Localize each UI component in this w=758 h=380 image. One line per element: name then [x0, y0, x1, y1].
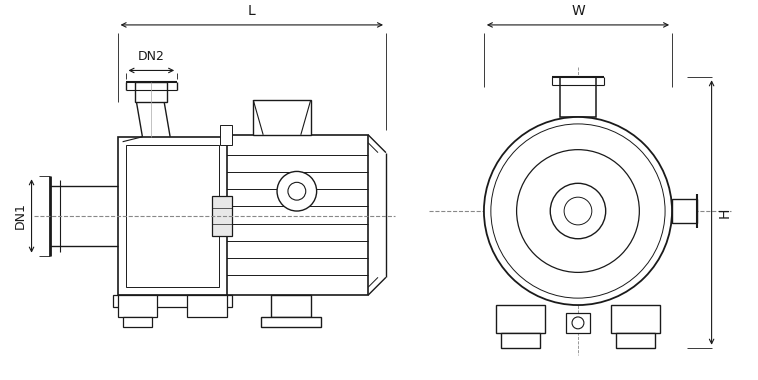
Bar [113, 295, 231, 307]
Bar [271, 295, 311, 317]
Circle shape [550, 183, 606, 239]
Polygon shape [504, 127, 543, 196]
Text: W: W [571, 4, 585, 18]
Bar [501, 333, 540, 348]
Bar [220, 125, 231, 145]
Bar [253, 100, 311, 135]
Bar [560, 78, 596, 117]
Circle shape [564, 197, 592, 225]
Text: H: H [718, 207, 731, 218]
Bar [211, 196, 231, 236]
Circle shape [288, 182, 305, 200]
Text: DN2: DN2 [138, 49, 164, 63]
Bar [262, 317, 321, 327]
Polygon shape [524, 191, 543, 219]
Bar [224, 135, 368, 295]
Bar [136, 82, 168, 102]
Circle shape [491, 124, 665, 298]
Text: DN1: DN1 [14, 203, 27, 230]
Bar [126, 145, 218, 287]
Bar [187, 295, 227, 317]
Circle shape [277, 171, 317, 211]
Bar [615, 333, 655, 348]
Circle shape [517, 150, 639, 272]
Bar [117, 295, 157, 317]
Bar [566, 313, 590, 333]
Bar [611, 305, 660, 333]
Bar [117, 137, 227, 295]
Circle shape [484, 117, 672, 305]
Circle shape [572, 317, 584, 329]
Bar [496, 305, 545, 333]
Bar [672, 199, 697, 223]
Text: L: L [248, 4, 255, 18]
Bar [123, 317, 152, 327]
